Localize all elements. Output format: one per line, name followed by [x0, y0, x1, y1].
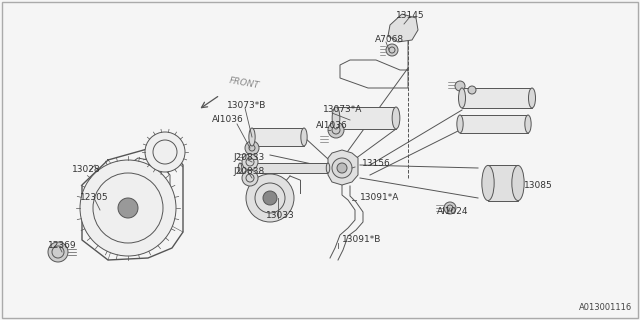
Circle shape [386, 44, 398, 56]
Ellipse shape [482, 165, 494, 201]
Ellipse shape [458, 88, 465, 108]
Text: 13091*A: 13091*A [360, 194, 399, 203]
Circle shape [242, 170, 258, 186]
Text: 13145: 13145 [396, 12, 424, 20]
Circle shape [468, 86, 476, 94]
Bar [336, 107, 396, 129]
Bar [460, 115, 528, 133]
Bar [240, 163, 328, 173]
Text: 13156: 13156 [362, 159, 391, 169]
Text: A013001116: A013001116 [579, 303, 632, 312]
Text: 12305: 12305 [80, 194, 109, 203]
Circle shape [455, 81, 465, 91]
Circle shape [246, 174, 294, 222]
Ellipse shape [301, 128, 307, 146]
Ellipse shape [457, 115, 463, 133]
Text: J20833: J20833 [233, 153, 264, 162]
Circle shape [242, 154, 258, 170]
Text: J20838: J20838 [233, 166, 264, 175]
Circle shape [245, 141, 259, 155]
Circle shape [328, 122, 344, 138]
Text: 13028: 13028 [72, 165, 100, 174]
Text: 13073*A: 13073*A [323, 106, 362, 115]
Text: 13033: 13033 [266, 212, 295, 220]
Text: 13085: 13085 [524, 180, 553, 189]
Circle shape [337, 163, 347, 173]
Ellipse shape [512, 165, 524, 201]
Ellipse shape [249, 128, 255, 146]
Circle shape [444, 202, 456, 214]
Ellipse shape [238, 163, 242, 173]
Text: AI1024: AI1024 [437, 207, 468, 217]
Circle shape [80, 160, 176, 256]
Bar [462, 88, 532, 108]
Circle shape [263, 191, 277, 205]
Circle shape [145, 132, 185, 172]
Text: 12369: 12369 [48, 241, 77, 250]
Ellipse shape [529, 88, 536, 108]
Bar [488, 165, 518, 201]
Polygon shape [328, 150, 358, 185]
Ellipse shape [332, 107, 340, 129]
Ellipse shape [525, 115, 531, 133]
Text: 13091*B: 13091*B [342, 236, 381, 244]
Ellipse shape [326, 163, 330, 173]
Polygon shape [388, 14, 418, 42]
Text: FRONT: FRONT [228, 76, 260, 90]
Circle shape [48, 242, 68, 262]
Circle shape [118, 198, 138, 218]
Text: A7068: A7068 [375, 36, 404, 44]
Text: AI1036: AI1036 [212, 116, 244, 124]
Text: 13073*B: 13073*B [227, 100, 266, 109]
Ellipse shape [392, 107, 400, 129]
Bar [252, 128, 304, 146]
Circle shape [332, 158, 352, 178]
Text: AI1036: AI1036 [316, 122, 348, 131]
